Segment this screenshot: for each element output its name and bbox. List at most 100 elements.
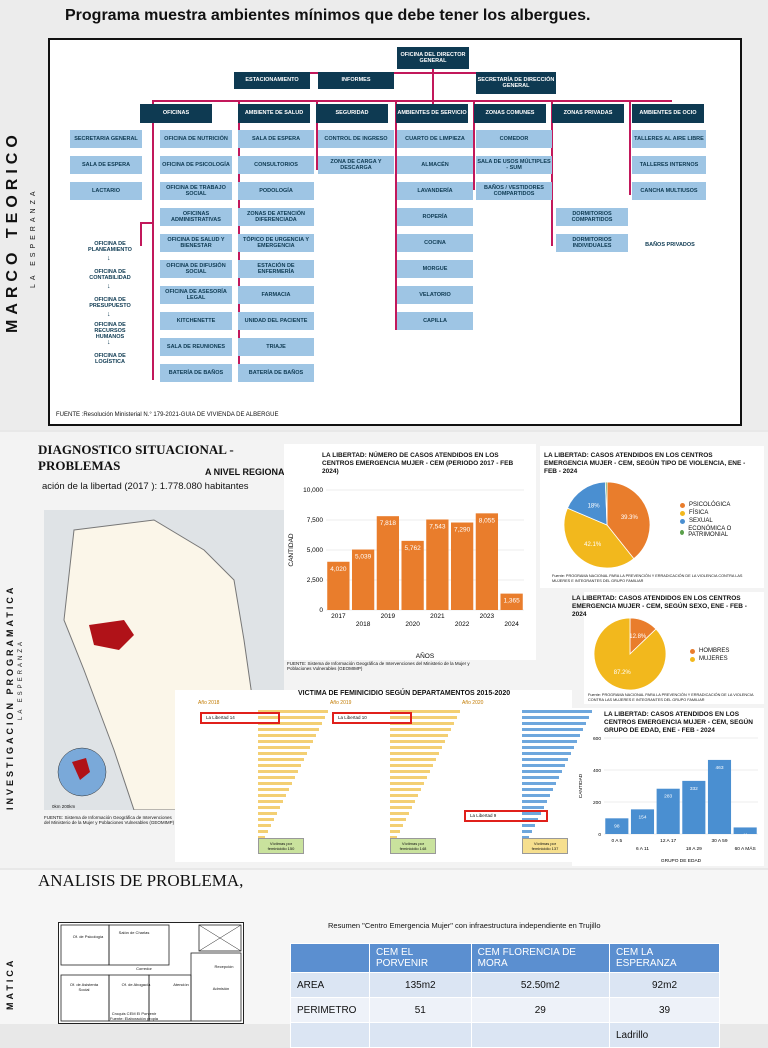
org-unit-servicio: COCINA [397, 234, 473, 252]
floor-plan-room-label: Of. de Psicología [72, 934, 104, 939]
org-unit: LACTARIO [70, 182, 142, 200]
y-tick-label: 200 [593, 800, 601, 806]
feminicidio-year: Año 2020 [462, 700, 484, 706]
data-label: 4,020 [330, 566, 347, 573]
pie-label: 39.3% [621, 515, 639, 521]
org-unit-salud: ZONAS DE ATENCIÓN DIFERENCIADA [238, 208, 314, 226]
feminicidio-bar [522, 728, 583, 731]
org-unit-salud: TÓPICO DE URGENCIA Y EMERGENCIA [238, 234, 314, 252]
arrow-down-icon: ↓ [107, 311, 111, 318]
table-row: AREA 135m2 52.50m2 92m2 [290, 972, 720, 998]
feminicidio-bar [522, 752, 571, 755]
data-label: 5,762 [404, 545, 421, 552]
la-libertad-label: La Libertad 10 [338, 715, 367, 720]
table-header-cell: CEM LA ESPERANZA [609, 943, 720, 973]
feminicidio-bar [522, 830, 532, 833]
feminicidio-bar [258, 770, 298, 773]
sex-pie-chart: 12.8% 87.2% [593, 617, 667, 691]
org-unit-salud: TRIAJE [238, 338, 314, 356]
connector [551, 100, 553, 246]
x-tick-label: 0 A 5 [611, 838, 622, 844]
feminicidio-bar [522, 824, 535, 827]
y-tick-label: 7,500 [307, 517, 324, 524]
table-cell [369, 1022, 472, 1048]
org-informes: INFORMES [318, 72, 394, 89]
feminicidio-bar [258, 788, 289, 791]
x-tick-label: 12 A 17 [660, 838, 676, 844]
feminicidio-title: VICTIMA DE FEMINICIDIO SEGÚN DEPARTAMENT… [298, 690, 511, 697]
feminicidio-bar [522, 722, 586, 725]
org-department-head: AMBIENTES DE OCIO [632, 104, 704, 123]
cem-bar-chart: 0 2,500 5,000 7,500 10,000 4,020 2017 5,039 2018… [288, 487, 524, 660]
feminicidio-bar [390, 722, 454, 725]
table-cell: 51 [369, 997, 472, 1023]
org-unit-salud: UNIDAD DEL PACIENTE [238, 312, 314, 330]
feminicidio-bar [522, 836, 529, 839]
feminicidio-bar [522, 746, 574, 749]
data-label: 7,290 [454, 527, 471, 534]
connector [473, 100, 475, 190]
feminicidio-bar [390, 716, 457, 719]
bar [500, 593, 523, 610]
bar [401, 540, 424, 610]
y-tick-label: 5,000 [307, 547, 324, 554]
org-unit-oficinas: BATERÍA DE BAÑOS [160, 364, 232, 382]
slide-1-title: Programa muestra ambientes mínimos que d… [65, 7, 591, 24]
org-unit-oficinas: OFICINAS ADMINISTRATIVAS [160, 208, 232, 226]
table-cell: 92m2 [609, 972, 720, 998]
sex-pie-legend: HOMBRES MUJERES [690, 646, 760, 664]
age-bar-title: LA LIBERTAD: CASOS ATENDIDOS EN LOS CENT… [604, 711, 753, 735]
table-row: Ladrillo [290, 1022, 720, 1048]
feminicidio-bar [390, 764, 433, 767]
y-tick-label: 600 [593, 736, 601, 742]
feminicidio-bar [522, 800, 547, 803]
org-unit: SALA DE ESPERA [70, 156, 142, 174]
org-unit-comunes: COMEDOR [476, 130, 552, 148]
feminicidio-bar [258, 764, 301, 767]
x-tick-label: 60 A MÁS [735, 845, 756, 852]
y-tick-label: 0 [598, 832, 601, 838]
map-scale: 0km 200km [52, 804, 76, 809]
la-libertad-label: La Libertad 9 [470, 813, 497, 818]
org-unit-salud: CONSULTORIOS [238, 156, 314, 174]
legend-label: FÍSICA [689, 510, 709, 516]
feminicidio-bar [522, 794, 550, 797]
org-estacionamiento: ESTACIONAMIENTO [234, 72, 310, 89]
la-libertad-highlight [464, 810, 548, 822]
pie-slice [563, 507, 635, 569]
org-unit-oficinas: OFICINA DE SALUD Y BIENESTAR [160, 234, 232, 252]
violence-pie-legend: PSICOLÓGICA FÍSICA SEXUAL ECONÓMICA O PATRI… [680, 500, 760, 540]
age-bar-panel [572, 708, 764, 866]
x-tick-label: 2018 [356, 621, 371, 628]
connector [274, 72, 554, 74]
feminicidio-bar [390, 734, 448, 737]
slide-1-side-title: MARCO TEORICO [4, 130, 21, 333]
feminicidio-bar [522, 710, 592, 713]
feminicidio-bar [522, 806, 544, 809]
bar [327, 561, 350, 610]
feminicidio-bar [390, 758, 436, 761]
arrow-down-icon: ↓ [107, 283, 111, 290]
bar [351, 549, 375, 610]
org-unit-oficinas: OFICINA DE NUTRICIÓN [160, 130, 232, 148]
arrow-down-icon: ↓ [107, 339, 111, 346]
x-axis-label: GRUPO DE EDAD [661, 858, 702, 864]
feminicidio-bar [390, 782, 424, 785]
org-unit-ocio: TALLERES INTERNOS [632, 156, 706, 174]
connector [395, 100, 397, 330]
org-unit-oficinas: OFICINA DE TRABAJO SOCIAL [160, 182, 232, 200]
org-department-head: AMBIENTES DE SERVICIO [396, 104, 468, 123]
feminicidio-bar [390, 776, 427, 779]
x-tick-label: 6 A 11 [636, 846, 649, 852]
org-unit-servicio: ALMACÉN [397, 156, 473, 174]
legend-entry: HOMBRES [690, 648, 760, 654]
violence-pie-chart: 39.3% 42.1% 18% [563, 481, 651, 569]
feminicidio-bar [522, 818, 538, 821]
bar [656, 788, 680, 834]
la-libertad-label: La Libertad 14 [206, 715, 235, 720]
y-tick-label: 10,000 [303, 487, 323, 494]
la-libertad-highlight [200, 712, 280, 724]
y-axis-label: CANTIDAD [288, 533, 295, 567]
legend-swatch [680, 529, 685, 535]
org-unit-oficinas: OFICINA DE ASESORÍA LEGAL [160, 286, 232, 304]
